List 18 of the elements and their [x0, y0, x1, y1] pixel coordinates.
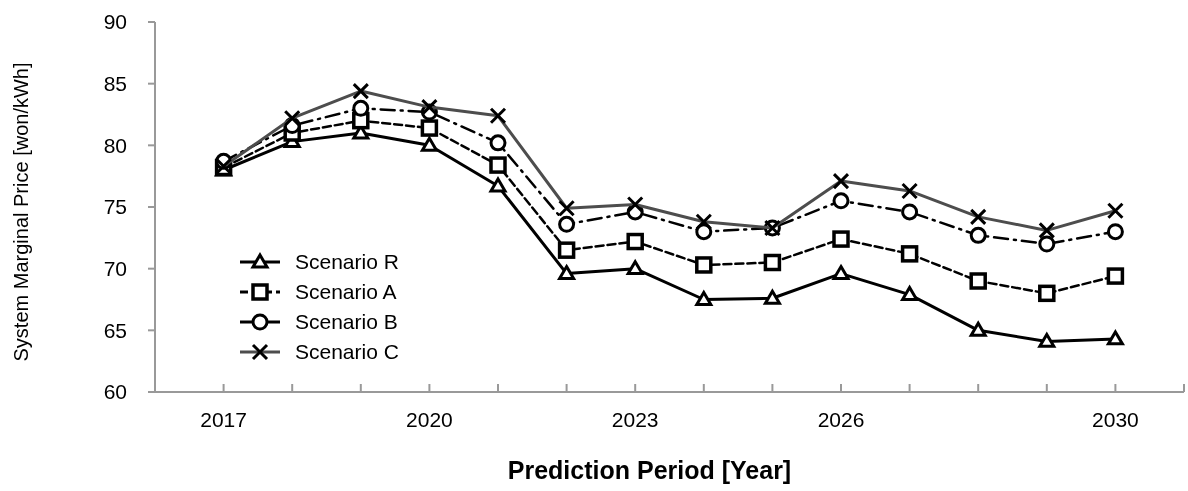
x-tick-label: 2020 [406, 408, 453, 431]
x-tick-label: 2030 [1092, 408, 1139, 431]
y-axis-title: System Marginal Price [won/kWh] [10, 62, 32, 362]
x-tick-label: 2017 [200, 408, 247, 431]
y-tick-label: 85 [103, 72, 127, 96]
legend-label: Scenario C [295, 340, 399, 364]
legend-label: Scenario B [295, 310, 398, 334]
y-tick-label: 70 [103, 257, 127, 281]
y-tick-label: 60 [103, 380, 127, 404]
legend-label: Scenario R [295, 250, 399, 274]
y-tick-label: 90 [103, 10, 127, 34]
y-tick-label: 75 [103, 195, 127, 219]
x-axis-title: Prediction Period [Year] [507, 456, 792, 484]
y-tick-label: 80 [103, 133, 127, 157]
x-tick-label: 2023 [611, 408, 659, 431]
x-tick-label: 2026 [817, 408, 865, 431]
y-tick-label: 65 [103, 318, 127, 342]
legend-label: Scenario A [295, 280, 397, 304]
